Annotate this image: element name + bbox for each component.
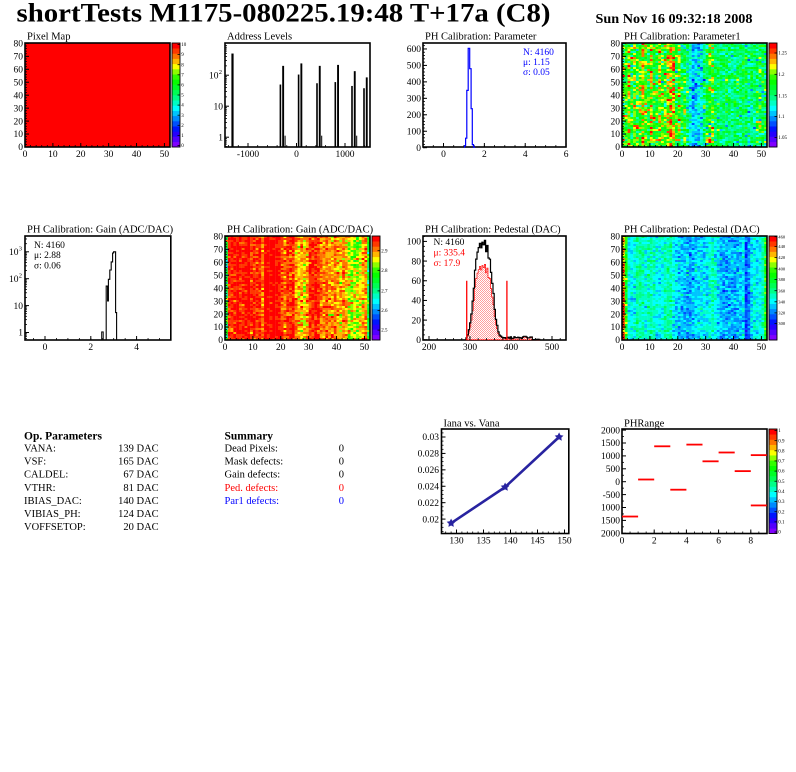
svg-text:μ: 1.15: μ: 1.15	[523, 58, 550, 68]
svg-text:10: 10	[9, 248, 19, 258]
svg-text:30: 30	[14, 104, 24, 114]
svg-text:7: 7	[181, 73, 184, 78]
svg-text:0: 0	[181, 144, 184, 149]
svg-text:PH Calibration: Gain (ADC/DAC): PH Calibration: Gain (ADC/DAC)	[27, 225, 174, 236]
svg-text:50: 50	[611, 78, 621, 88]
svg-text:6: 6	[181, 84, 184, 89]
svg-text:9: 9	[181, 53, 184, 58]
svg-text:20: 20	[673, 150, 683, 160]
svg-text:30: 30	[104, 150, 114, 160]
svg-text:10: 10	[9, 275, 19, 285]
svg-text:1.05: 1.05	[778, 136, 787, 141]
svg-text:shortTests M1175-080225.19:48: shortTests M1175-080225.19:48 T+17a (C8)	[17, 0, 551, 28]
svg-text:80: 80	[611, 40, 621, 50]
svg-text:30: 30	[611, 104, 621, 114]
svg-text:σ: 0.06: σ: 0.06	[34, 261, 61, 271]
svg-text:4: 4	[181, 104, 184, 109]
svg-text:500: 500	[407, 62, 422, 72]
svg-text:0: 0	[615, 143, 620, 153]
svg-text:60: 60	[14, 65, 24, 75]
svg-text:N: 4160: N: 4160	[523, 48, 554, 58]
svg-text:1.2: 1.2	[778, 73, 785, 78]
svg-text:0: 0	[43, 343, 48, 353]
svg-text:20: 20	[611, 117, 621, 127]
svg-text:Pixel Map: Pixel Map	[27, 32, 70, 43]
svg-text:10: 10	[14, 130, 24, 140]
svg-text:1: 1	[18, 329, 23, 339]
svg-text:0: 0	[620, 150, 625, 160]
svg-text:0: 0	[18, 143, 23, 153]
svg-text:Sun Nov 16 09:32:18 2008: Sun Nov 16 09:32:18 2008	[596, 12, 753, 27]
svg-text:σ: 0.05: σ: 0.05	[523, 68, 550, 78]
svg-text:8: 8	[181, 63, 184, 68]
svg-text:2: 2	[482, 150, 487, 160]
svg-text:40: 40	[611, 91, 621, 101]
svg-text:3: 3	[181, 114, 184, 119]
svg-text:40: 40	[729, 150, 739, 160]
svg-text:4: 4	[134, 343, 139, 353]
svg-text:-1000: -1000	[237, 150, 259, 160]
svg-text:10: 10	[611, 130, 621, 140]
svg-text:μ: 2.88: μ: 2.88	[34, 251, 61, 261]
svg-text:1: 1	[218, 133, 223, 143]
svg-text:2: 2	[88, 343, 93, 353]
svg-text:PH Calibration: Parameter1: PH Calibration: Parameter1	[624, 32, 741, 43]
svg-text:100: 100	[407, 127, 422, 137]
svg-text:10: 10	[645, 150, 655, 160]
svg-text:20: 20	[76, 150, 86, 160]
svg-text:PH Calibration: Parameter: PH Calibration: Parameter	[425, 32, 537, 43]
svg-text:70: 70	[611, 53, 621, 63]
svg-text:400: 400	[407, 78, 422, 88]
svg-text:300: 300	[407, 95, 422, 105]
svg-text:50: 50	[757, 150, 767, 160]
svg-text:0: 0	[416, 144, 421, 154]
svg-text:2: 2	[19, 273, 22, 280]
svg-text:N: 4160: N: 4160	[34, 241, 65, 251]
svg-text:600: 600	[407, 45, 422, 55]
svg-text:50: 50	[160, 150, 170, 160]
svg-text:80: 80	[14, 40, 24, 50]
svg-text:4: 4	[523, 150, 528, 160]
svg-text:60: 60	[611, 65, 621, 75]
svg-text:1: 1	[181, 134, 184, 139]
svg-text:10: 10	[48, 150, 58, 160]
svg-text:10: 10	[181, 43, 187, 48]
svg-text:0: 0	[441, 150, 446, 160]
svg-text:50: 50	[14, 78, 24, 88]
svg-text:1.15: 1.15	[778, 94, 787, 99]
svg-text:1.25: 1.25	[778, 52, 787, 57]
svg-text:3: 3	[19, 246, 22, 253]
svg-text:40: 40	[14, 91, 24, 101]
svg-text:70: 70	[14, 53, 24, 63]
svg-text:6: 6	[564, 150, 569, 160]
svg-text:0: 0	[23, 150, 28, 160]
svg-text:10: 10	[209, 71, 219, 81]
svg-text:1000: 1000	[336, 150, 355, 160]
svg-text:5: 5	[181, 94, 184, 99]
svg-text:20: 20	[14, 117, 24, 127]
svg-text:Address Levels: Address Levels	[227, 32, 292, 43]
svg-text:40: 40	[132, 150, 142, 160]
svg-text:0: 0	[294, 150, 299, 160]
svg-text:30: 30	[701, 150, 711, 160]
svg-text:2: 2	[181, 124, 184, 129]
svg-text:2: 2	[219, 69, 222, 76]
svg-text:10: 10	[14, 302, 24, 312]
svg-text:1.1: 1.1	[778, 115, 785, 120]
svg-text:10: 10	[214, 102, 224, 112]
svg-text:200: 200	[407, 111, 422, 121]
